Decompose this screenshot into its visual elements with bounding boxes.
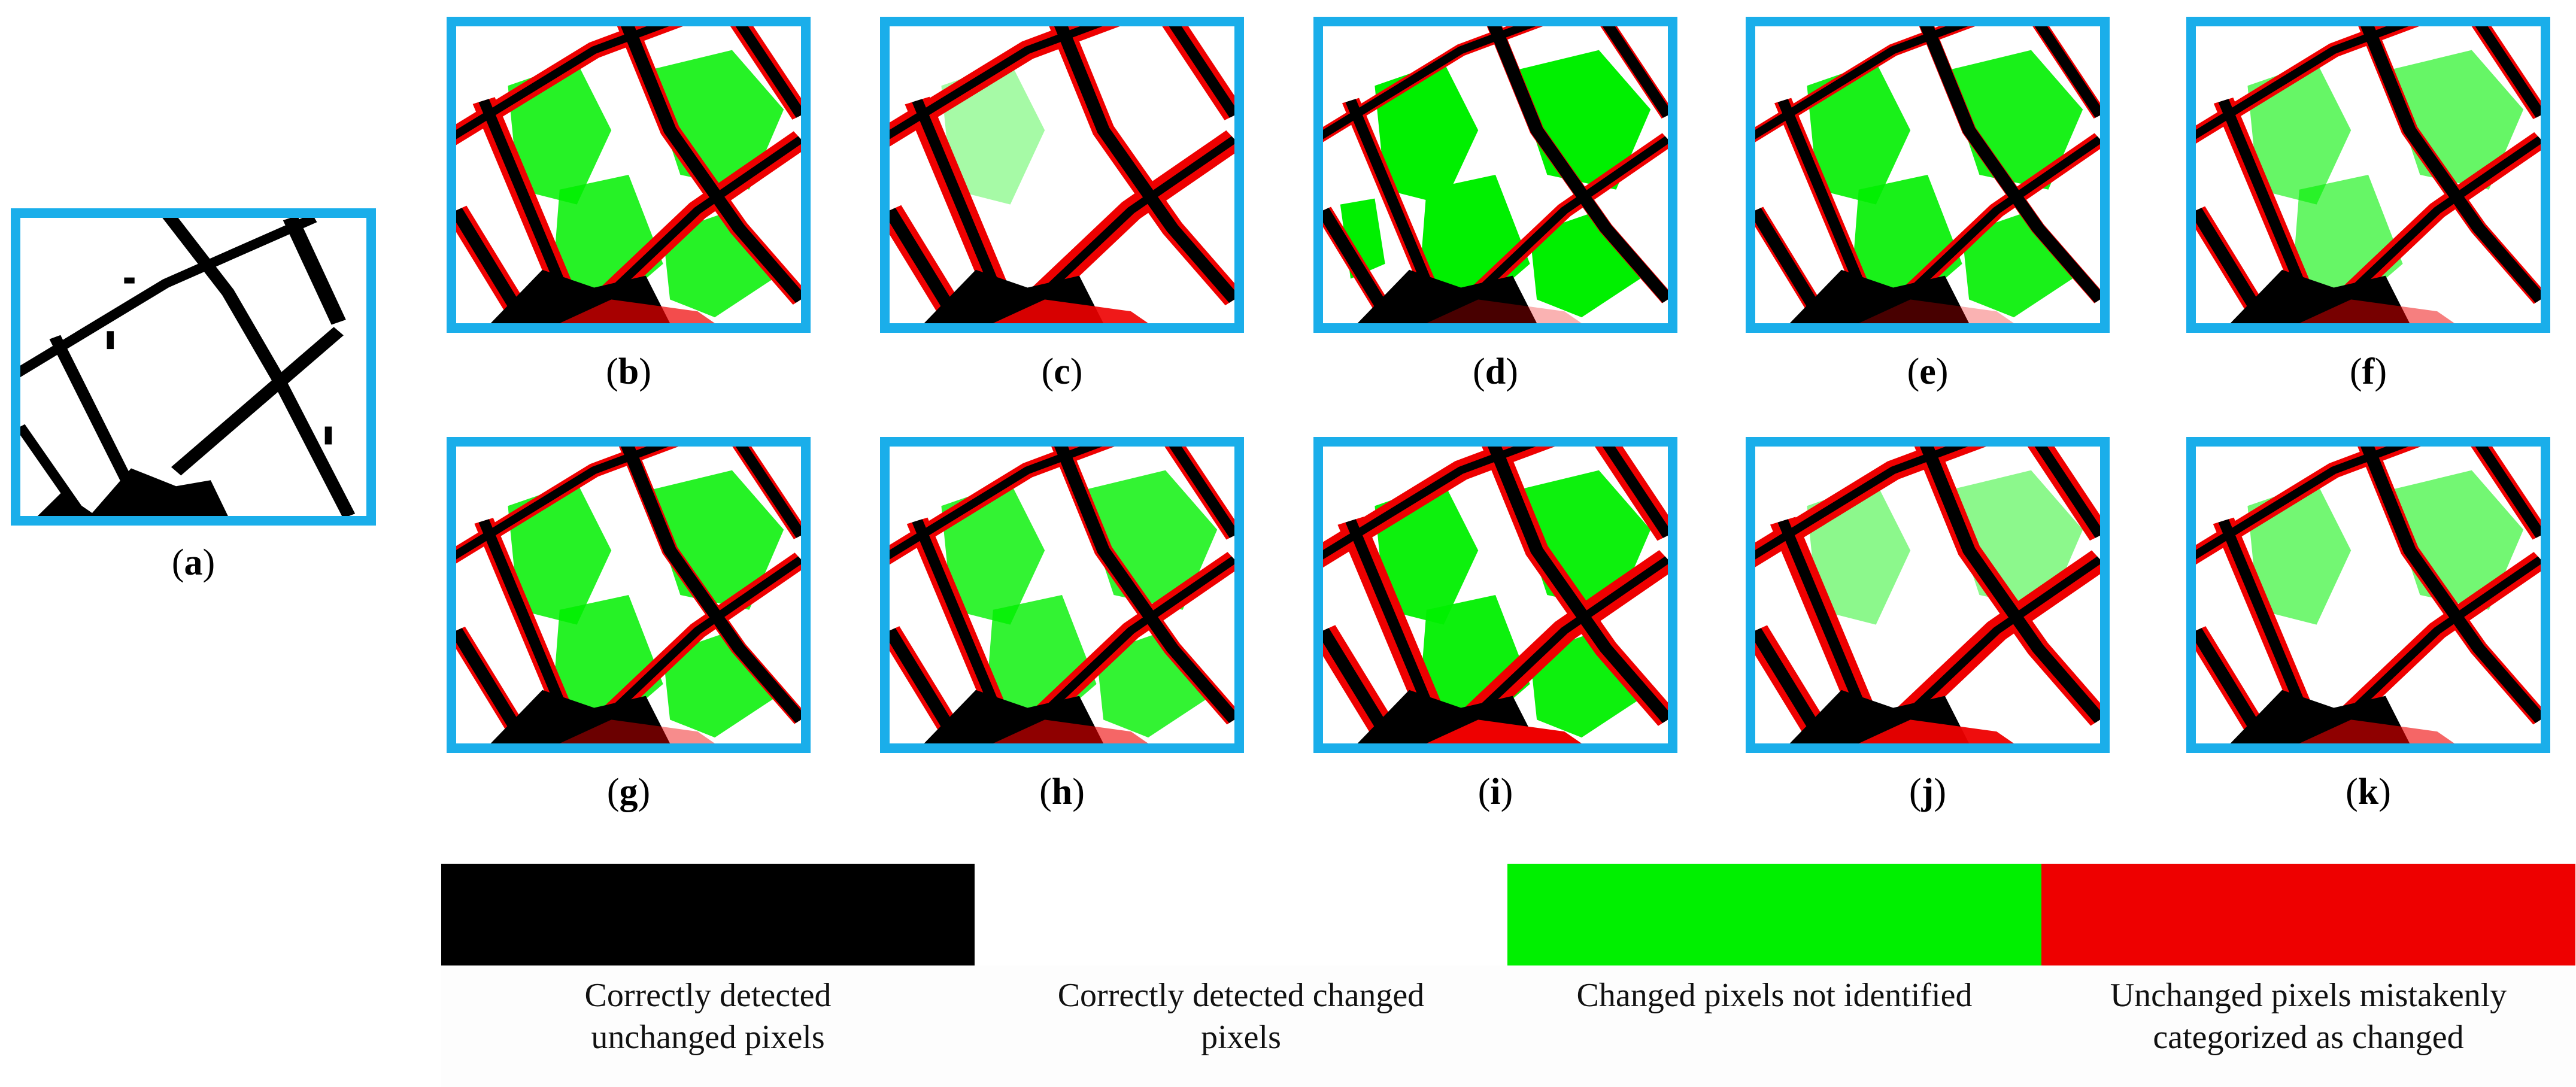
change-map-image-a	[20, 218, 356, 516]
change-map-image-h	[890, 447, 1234, 743]
change-map-b	[447, 17, 811, 333]
panel-label-h: (h)	[1039, 772, 1085, 812]
panel-label-j: (j)	[1909, 772, 1946, 812]
change-map-e	[1746, 17, 2110, 333]
legend-text-area	[441, 965, 2575, 1087]
legend-swatch-false-alarm	[2041, 864, 2575, 965]
panel-label-a: (a)	[171, 542, 216, 583]
legend-label-changed-missed: Changed pixels not identified	[1576, 977, 1973, 1014]
change-map-image-f	[2196, 26, 2541, 323]
legend-swatch-changed-correct	[975, 864, 1507, 965]
panel-label-i: (i)	[1477, 772, 1513, 812]
panel-label-e: (e)	[1907, 351, 1949, 392]
panel-label-g: (g)	[606, 772, 651, 812]
change-map-k	[2186, 437, 2550, 753]
change-map-image-e	[1755, 26, 2100, 323]
change-map-i	[1313, 437, 1677, 753]
change-map-image-d	[1323, 26, 1668, 323]
panel-label-k: (k)	[2346, 772, 2391, 812]
change-map-image-k	[2196, 447, 2541, 743]
legend-label-changed-correct: Correctly detected changed pixels	[1057, 977, 1425, 1056]
change-map-image-i	[1323, 447, 1668, 743]
panel-label-f: (f)	[2350, 351, 2387, 392]
legend-swatch-changed-missed	[1507, 864, 2041, 965]
change-map-d	[1313, 17, 1677, 333]
change-map-c	[880, 17, 1244, 333]
change-map-h	[880, 437, 1244, 753]
change-map-j	[1746, 437, 2110, 753]
legend-label-false-alarm: Unchanged pixels mistakenly categorized …	[2110, 977, 2507, 1056]
panel-label-b: (b)	[606, 351, 651, 392]
change-map-image-j	[1755, 447, 2100, 743]
change-map-a	[11, 208, 376, 526]
panel-label-c: (c)	[1041, 351, 1083, 392]
change-map-image-c	[890, 26, 1234, 323]
legend-label-unchanged-correct: Correctly detected unchanged pixels	[584, 977, 832, 1056]
change-map-image-g	[456, 447, 801, 743]
change-map-f	[2186, 17, 2550, 333]
change-map-g	[447, 437, 811, 753]
legend-swatches	[441, 864, 2575, 965]
panel-label-d: (d)	[1473, 351, 1518, 392]
change-map-image-b	[456, 26, 801, 323]
legend-swatch-unchanged-correct	[441, 864, 975, 965]
